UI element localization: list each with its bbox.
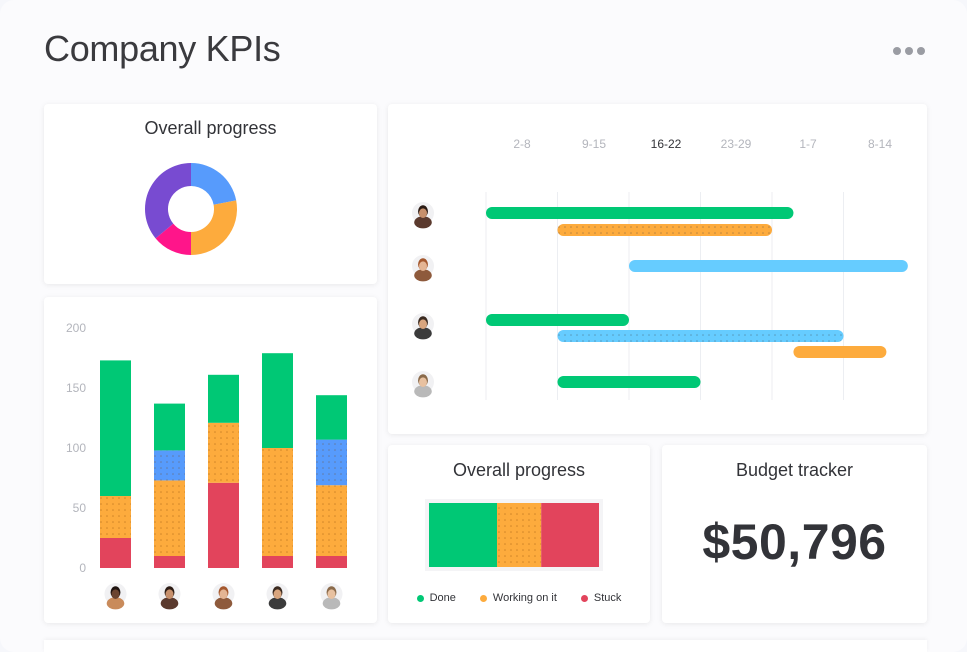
stacked-bar-widget[interactable]: 200 150 100 50 0: [44, 297, 377, 623]
bar-segment-texture: [100, 496, 131, 538]
bar-segment: [262, 556, 293, 568]
more-horizontal-icon[interactable]: [891, 41, 927, 61]
y-tick-label: 50: [73, 501, 87, 515]
bar-segment: [316, 556, 347, 568]
donut-chart: [145, 163, 237, 255]
bar-segment-texture: [316, 439, 347, 486]
timeline-bar-texture: [557, 330, 844, 342]
timeline-widget[interactable]: 2-8 9-15 16-22 23-29 1-7 8-14: [388, 104, 927, 434]
week-label: 16-22: [651, 137, 682, 151]
next-widget-edge: [44, 640, 927, 652]
timeline-bar[interactable]: [486, 207, 794, 219]
dot: [917, 47, 925, 55]
avatar-d: [412, 371, 434, 398]
timeline-bar[interactable]: [557, 224, 773, 236]
timeline-bar-fill: [557, 376, 701, 388]
avatar-4: [266, 583, 289, 610]
status-progress-widget[interactable]: Overall progress Done Working on it Stuc…: [388, 445, 650, 623]
bar-segment-texture: [154, 480, 185, 556]
bar-segment: [100, 538, 131, 568]
bar-segment-texture: [154, 450, 185, 481]
avatar-2: [158, 583, 181, 610]
bar-segment-texture: [316, 485, 347, 556]
timeline-bar[interactable]: [793, 346, 887, 358]
budget-value: $50,796: [702, 514, 887, 570]
status-bar: [425, 499, 603, 571]
page-title: Company KPIs: [44, 28, 281, 69]
timeline-bar[interactable]: [629, 260, 908, 272]
y-tick-label: 200: [66, 321, 86, 335]
legend-dot: [479, 594, 487, 602]
donut-slice-2: [155, 223, 191, 255]
donut-slice-0: [191, 163, 237, 205]
status-legend: Done Working on it Stuck: [388, 592, 650, 604]
donut-slice-1: [191, 200, 237, 255]
bar-segment: [208, 374, 239, 423]
avatar-3: [212, 583, 235, 610]
legend-item-working: Working on it: [479, 592, 557, 604]
status-segment-0: [429, 503, 497, 567]
widget-title: Budget tracker: [735, 460, 854, 480]
timeline-bar[interactable]: [486, 314, 629, 326]
avatar-c: [412, 313, 434, 340]
legend-dot: [416, 594, 424, 602]
y-tick-label: 100: [66, 441, 86, 455]
bar-segment-texture: [262, 448, 293, 556]
dot: [905, 47, 913, 55]
legend-label: Done: [429, 592, 456, 604]
bar-column-4[interactable]: [316, 395, 347, 568]
avatar-5: [320, 583, 343, 610]
bar-column-2[interactable]: [208, 374, 239, 568]
legend-item-stuck: Stuck: [580, 592, 622, 604]
bar-column-3[interactable]: [262, 353, 293, 568]
timeline-bar-fill: [486, 314, 629, 326]
timeline-bar-fill: [486, 207, 794, 219]
week-label: 9-15: [582, 137, 606, 151]
bar-segment: [154, 403, 185, 451]
avatar-a: [412, 202, 434, 229]
bar-segment: [154, 556, 185, 568]
week-label: 1-7: [799, 137, 817, 151]
legend-item-done: Done: [416, 592, 456, 604]
week-label: 8-14: [868, 137, 892, 151]
status-segment-texture: [497, 503, 542, 567]
legend-label: Stuck: [593, 592, 622, 604]
bar-column-0[interactable]: [100, 360, 131, 568]
widget-title: Overall progress: [452, 460, 586, 480]
timeline-bar-fill: [629, 260, 908, 272]
bar-segment: [262, 353, 293, 448]
widget-title: Overall progress: [144, 118, 277, 138]
stacked-bar-chart: 200 150 100 50 0: [66, 321, 347, 610]
donut-progress-widget[interactable]: Overall progress: [44, 104, 377, 284]
timeline-bar[interactable]: [557, 330, 844, 342]
y-tick-label: 150: [66, 381, 86, 395]
bar-segment: [316, 395, 347, 440]
bar-column-1[interactable]: [154, 403, 185, 568]
donut-slice-3: [145, 163, 191, 239]
bar-segment: [208, 482, 239, 568]
timeline-bar-fill: [793, 346, 887, 358]
week-label: 2-8: [513, 137, 531, 151]
timeline-bar-texture: [557, 224, 772, 236]
legend-dot: [580, 594, 588, 602]
status-segment-2: [541, 503, 599, 567]
bar-segment-texture: [208, 422, 239, 483]
week-label: 23-29: [721, 137, 752, 151]
avatar-1: [104, 583, 127, 610]
timeline-bar[interactable]: [557, 376, 701, 388]
budget-tracker-widget[interactable]: Budget tracker $50,796: [662, 445, 927, 623]
avatar-b: [412, 255, 434, 282]
dot: [893, 47, 901, 55]
y-tick-label: 0: [79, 561, 86, 575]
timeline-chart: 2-8 9-15 16-22 23-29 1-7 8-14: [412, 137, 908, 400]
legend-label: Working on it: [492, 592, 557, 604]
bar-segment: [100, 360, 131, 496]
